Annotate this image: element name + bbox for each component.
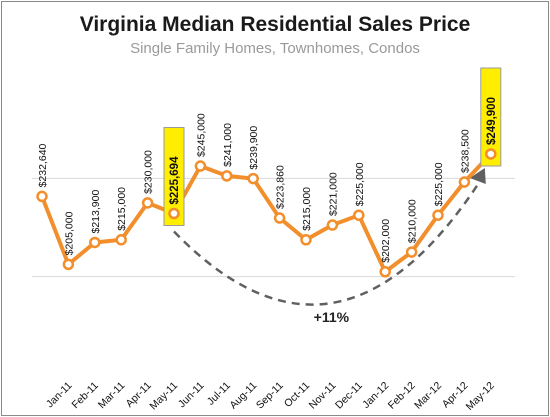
x-tick-label: Jan-11 bbox=[44, 380, 75, 411]
x-tick-label: Sep-11 bbox=[254, 380, 286, 412]
data-label: $225,000 bbox=[433, 162, 445, 206]
data-label: $230,000 bbox=[143, 150, 155, 194]
data-label: $213,900 bbox=[90, 190, 102, 234]
x-tick-label: Dec-11 bbox=[333, 380, 365, 412]
data-point bbox=[485, 148, 497, 160]
x-tick-label: Mar-12 bbox=[412, 380, 444, 412]
data-point bbox=[379, 266, 391, 278]
data-label: $215,000 bbox=[116, 187, 128, 231]
chart-title: Virginia Median Residential Sales Price bbox=[79, 13, 471, 36]
highlight-box bbox=[163, 127, 185, 227]
data-point bbox=[221, 170, 233, 182]
x-tick-label: Feb-11 bbox=[69, 380, 101, 412]
data-label: $238,500 bbox=[459, 129, 471, 173]
data-point bbox=[353, 209, 365, 221]
data-label: $249,900 bbox=[486, 97, 498, 145]
data-point bbox=[194, 160, 207, 172]
highlight-box bbox=[480, 67, 502, 167]
data-point bbox=[458, 176, 471, 188]
data-point bbox=[115, 234, 127, 246]
growth-arrow bbox=[173, 179, 482, 306]
data-point bbox=[273, 212, 286, 224]
data-point bbox=[89, 236, 101, 249]
data-label: $245,000 bbox=[195, 113, 207, 157]
data-label: $205,000 bbox=[63, 211, 75, 255]
data-point bbox=[405, 246, 418, 258]
x-tick-label: Jan-12 bbox=[360, 380, 391, 411]
series-line bbox=[40, 152, 493, 274]
chart-subtitle: Single Family Homes, Townhomes, Condos bbox=[130, 40, 420, 57]
data-label: $221,000 bbox=[327, 172, 339, 216]
data-label: $225,694 bbox=[169, 156, 181, 205]
x-tick-label: Aug-11 bbox=[227, 380, 259, 412]
data-point bbox=[326, 219, 339, 231]
x-tick-label: Feb-12 bbox=[386, 380, 418, 412]
data-label: $239,900 bbox=[248, 126, 260, 170]
x-tick-label: Nov-11 bbox=[307, 380, 339, 412]
x-tick-label: May-12 bbox=[464, 380, 497, 413]
data-label: $232,640 bbox=[37, 143, 49, 187]
growth-annotation: +11% bbox=[314, 309, 350, 325]
data-point bbox=[168, 207, 180, 220]
data-label: $202,000 bbox=[380, 219, 392, 263]
growth-arrow-head bbox=[469, 167, 486, 184]
data-point bbox=[62, 258, 75, 271]
data-label: $223,860 bbox=[275, 165, 287, 209]
data-point bbox=[141, 197, 154, 209]
data-label: $225,000 bbox=[354, 162, 366, 206]
x-tick-label: May-11 bbox=[147, 380, 180, 413]
data-label: $241,000 bbox=[222, 123, 234, 167]
data-point bbox=[36, 190, 48, 203]
data-point bbox=[300, 234, 312, 246]
data-point bbox=[247, 172, 259, 185]
x-tick-label: Mar-11 bbox=[96, 380, 128, 412]
data-point bbox=[432, 209, 444, 221]
x-tick-label: Jun-11 bbox=[176, 380, 207, 411]
data-label: $210,000 bbox=[407, 199, 419, 243]
data-label: $215,000 bbox=[301, 187, 313, 231]
